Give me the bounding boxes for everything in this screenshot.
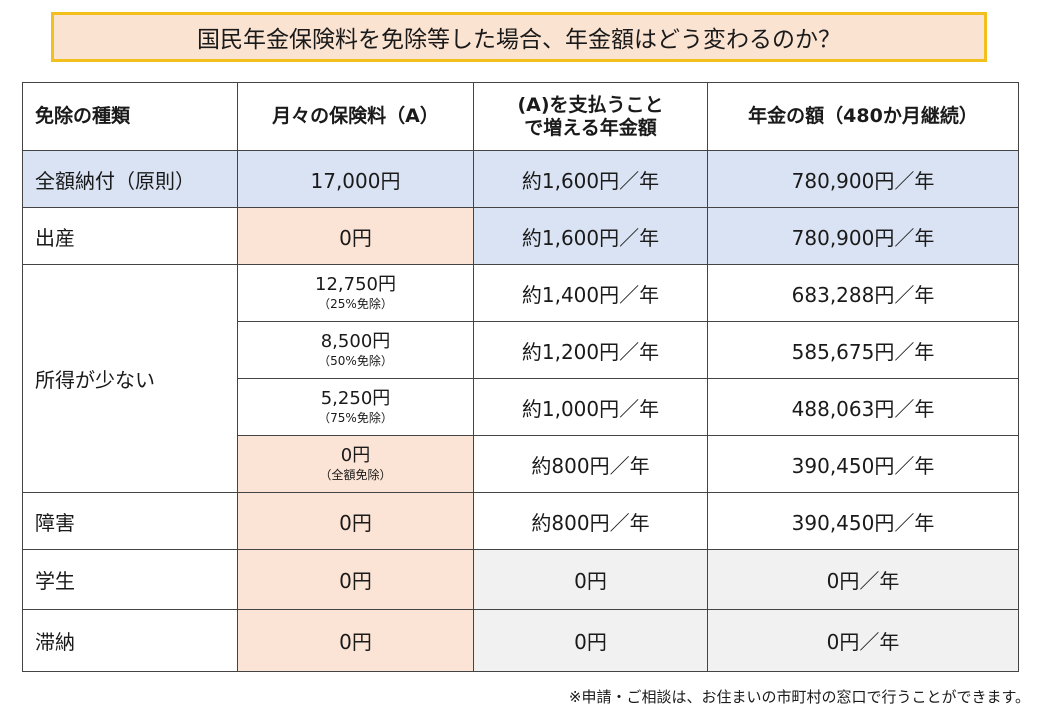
pension-cell: 0円／年	[707, 609, 1019, 672]
exemption-note: （全額免除）	[319, 467, 392, 482]
footnote: ※申請・ご相談は、お住まいの市町村の窓口で行うことができます。	[568, 688, 1030, 706]
row-type-label: 出産	[22, 207, 238, 265]
pension-cell: 780,900円／年	[707, 207, 1019, 265]
monthly-premium-cell: 0円	[237, 492, 474, 550]
increase-cell: 約1,600円／年	[473, 150, 708, 208]
monthly-premium-cell: 0円 （全額免除）	[237, 435, 474, 493]
header-monthly: 月々の保険料（A）	[237, 82, 474, 151]
row-type-label: 滞納	[22, 609, 238, 672]
row-type-label: 学生	[22, 549, 238, 610]
table-row: 全額納付（原則） 17,000円 約1,600円／年 780,900円／年	[22, 150, 1019, 208]
header-increase-line2: で増える年金額	[524, 116, 657, 139]
table-header-row: 免除の種類 月々の保険料（A） (A)を支払うこと で増える年金額 年金の額（4…	[22, 82, 1019, 151]
pension-cell: 0円／年	[707, 549, 1019, 610]
increase-cell: 約800円／年	[473, 435, 708, 493]
header-pension: 年金の額（480か月継続）	[707, 82, 1019, 151]
monthly-premium-cell: 0円	[237, 207, 474, 265]
pension-cell: 488,063円／年	[707, 378, 1019, 436]
monthly-premium-cell: 5,250円 （75%免除）	[237, 378, 474, 436]
pension-table: 免除の種類 月々の保険料（A） (A)を支払うこと で増える年金額 年金の額（4…	[22, 82, 1019, 672]
exemption-note: （75%免除）	[318, 410, 393, 425]
increase-cell: 約1,000円／年	[473, 378, 708, 436]
header-type: 免除の種類	[22, 82, 238, 151]
table-row: 出産 0円 約1,600円／年 780,900円／年	[22, 207, 1019, 265]
monthly-premium-cell: 8,500円 （50%免除）	[237, 321, 474, 379]
exemption-note: （50%免除）	[318, 353, 393, 368]
increase-cell: 約1,400円／年	[473, 264, 708, 322]
table-row: 5,250円 （75%免除） 約1,000円／年 488,063円／年	[23, 378, 1019, 436]
table-row: 滞納 0円 0円 0円／年	[22, 609, 1019, 672]
monthly-premium-cell: 0円	[237, 549, 474, 610]
monthly-premium-cell: 12,750円 （25%免除）	[237, 264, 474, 322]
increase-cell: 0円	[473, 549, 708, 610]
monthly-amount: 12,750円	[315, 274, 396, 295]
header-increase: (A)を支払うこと で増える年金額	[473, 82, 708, 151]
page-title: 国民年金保険料を免除等した場合、年金額はどう変わるのか？	[51, 12, 987, 62]
page-title-text: 国民年金保険料を免除等した場合、年金額はどう変わるのか？	[197, 27, 841, 53]
exemption-note: （25%免除）	[318, 296, 393, 311]
table-row: 所得が少ない 12,750円 （25%免除） 約1,400円／年 683,288…	[22, 264, 1019, 493]
table-row: 0円 （全額免除） 約800円／年 390,450円／年	[23, 435, 1019, 493]
monthly-premium-cell: 0円	[237, 609, 474, 672]
pension-cell: 390,450円／年	[707, 435, 1019, 493]
row-type-label: 障害	[22, 492, 238, 550]
increase-cell: 約1,600円／年	[473, 207, 708, 265]
pension-cell: 390,450円／年	[707, 492, 1019, 550]
increase-cell: 約800円／年	[473, 492, 708, 550]
monthly-amount: 5,250円	[320, 388, 391, 409]
pension-cell: 585,675円／年	[707, 321, 1019, 379]
pension-cell: 683,288円／年	[707, 264, 1019, 322]
monthly-amount: 8,500円	[320, 331, 391, 352]
monthly-premium-cell: 17,000円	[237, 150, 474, 208]
table-row: 8,500円 （50%免除） 約1,200円／年 585,675円／年	[23, 321, 1019, 379]
increase-cell: 0円	[473, 609, 708, 672]
table-row: 学生 0円 0円 0円／年	[22, 549, 1019, 610]
table-row: 障害 0円 約800円／年 390,450円／年	[22, 492, 1019, 550]
row-type-label: 全額納付（原則）	[22, 150, 238, 208]
pension-cell: 780,900円／年	[707, 150, 1019, 208]
increase-cell: 約1,200円／年	[473, 321, 708, 379]
header-increase-line1: (A)を支払うこと	[517, 93, 664, 116]
monthly-amount: 0円	[340, 445, 371, 466]
row-type-label: 所得が少ない	[22, 264, 238, 493]
